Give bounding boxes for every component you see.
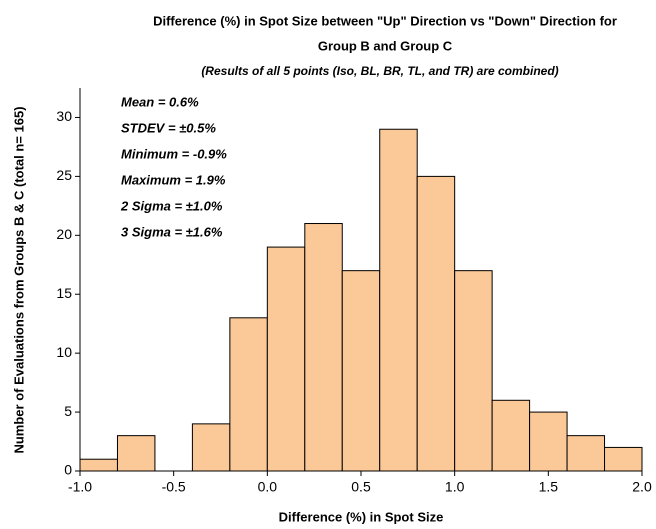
x-tick-label: 0.0: [258, 479, 278, 495]
chart-title: Difference (%) in Spot Size between "Up"…: [153, 13, 617, 28]
bar: [304, 223, 343, 472]
bar: [491, 399, 531, 472]
x-tick-label: -1.0: [68, 479, 92, 495]
bar: [416, 175, 456, 472]
bar: [266, 246, 306, 472]
annotation: STDEV = ±0.5%: [121, 120, 216, 135]
x-tick-label: -0.5: [162, 479, 186, 495]
y-tick-label: 5: [64, 403, 72, 419]
bar: [454, 270, 493, 472]
chart-title: Group B and Group C: [318, 38, 453, 53]
bar: [379, 128, 418, 472]
bar: [341, 270, 381, 472]
chart-subtitle: (Results of all 5 points (Iso, BL, BR, T…: [201, 64, 558, 78]
x-tick-label: 1.0: [445, 479, 465, 495]
x-axis-label: Difference (%) in Spot Size: [279, 509, 444, 524]
y-tick-label: 30: [56, 108, 72, 124]
x-tick-label: 2.0: [632, 479, 652, 495]
bar: [529, 411, 568, 472]
bar: [191, 423, 231, 472]
y-tick-label: 10: [56, 344, 72, 360]
y-axis-label: Number of Evaluations from Groups B & C …: [11, 106, 26, 453]
y-tick-label: 0: [64, 462, 72, 478]
annotation: Maximum = 1.9%: [121, 172, 226, 187]
bar: [604, 446, 643, 472]
annotation: Minimum = -0.9%: [121, 146, 227, 161]
y-tick-label: 15: [56, 285, 72, 301]
y-tick-label: 25: [56, 167, 72, 183]
bar: [116, 435, 156, 472]
x-tick-label: 1.5: [539, 479, 559, 495]
annotation: Mean = 0.6%: [121, 94, 199, 109]
annotation: 2 Sigma = ±1.0%: [120, 198, 223, 213]
x-tick-label: 0.5: [351, 479, 371, 495]
annotation: 3 Sigma = ±1.6%: [121, 224, 223, 239]
bar: [566, 435, 606, 472]
y-tick-label: 20: [56, 226, 72, 242]
bar: [229, 317, 268, 472]
bar: [79, 458, 118, 472]
